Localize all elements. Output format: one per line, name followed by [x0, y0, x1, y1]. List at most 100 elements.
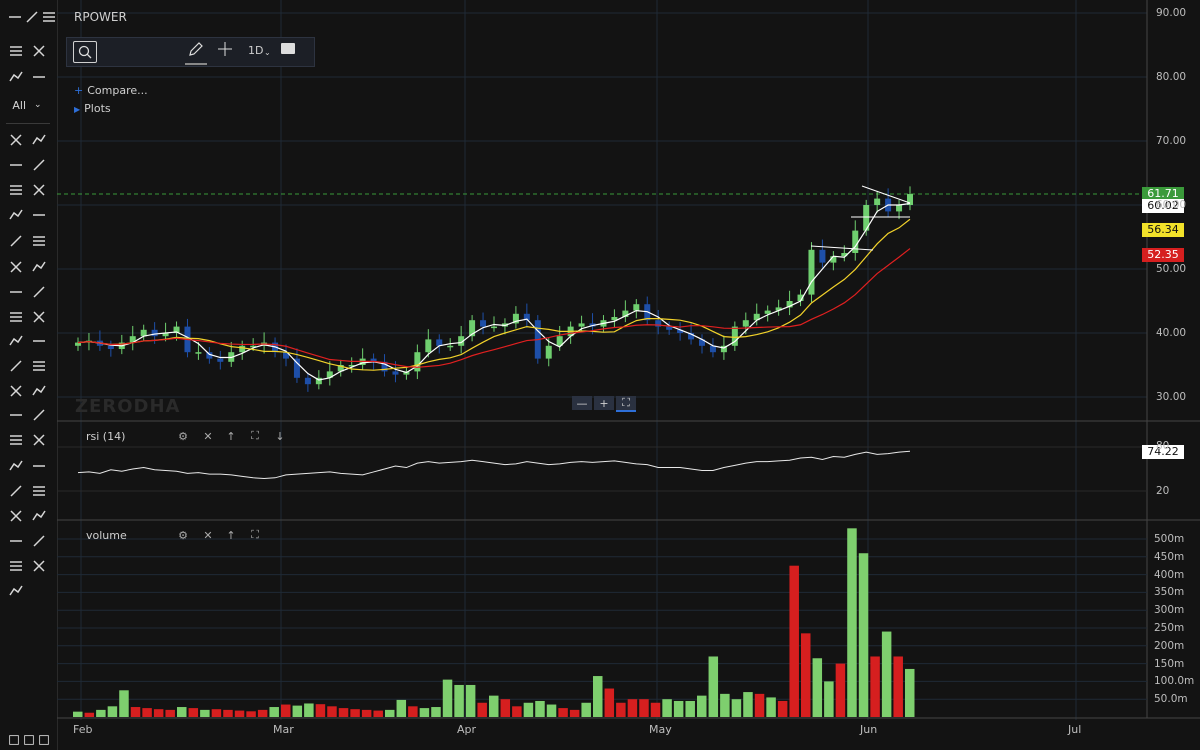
fullscreen-button[interactable]: ⛶ — [616, 396, 636, 412]
candle-body — [239, 345, 246, 353]
arrow-down-icon[interactable]: ↓ — [275, 429, 285, 443]
align-icon[interactable] — [7, 582, 25, 600]
cursor-icon[interactable] — [7, 42, 25, 60]
gear-icon[interactable]: ⚙ — [178, 429, 188, 443]
arrow-up-icon[interactable]: ↑ — [226, 429, 236, 443]
wave-icon[interactable] — [7, 206, 25, 224]
list-icon[interactable] — [281, 43, 295, 54]
crosshair-icon[interactable] — [217, 41, 233, 60]
x-tick-label: Feb — [73, 723, 93, 736]
reset-icon[interactable] — [37, 733, 51, 747]
vline-icon[interactable] — [30, 557, 48, 575]
ellipse-icon[interactable] — [30, 258, 48, 276]
expand-icon[interactable]: ⛶ — [251, 429, 259, 442]
angle-icon[interactable] — [30, 283, 48, 301]
ma-white-tag: 60.02 — [1142, 199, 1184, 213]
volume-bar — [824, 681, 834, 717]
volume-bar — [697, 695, 707, 717]
gann-icon[interactable] — [7, 332, 25, 350]
cross-icon[interactable] — [30, 206, 48, 224]
plus-icon[interactable] — [7, 232, 25, 250]
arrow-icon[interactable] — [30, 131, 48, 149]
pencil-icon[interactable] — [187, 40, 205, 61]
zigzag-icon[interactable] — [30, 357, 48, 375]
channel-icon[interactable] — [7, 181, 25, 199]
volume-bar — [789, 565, 799, 717]
ray-icon[interactable] — [7, 406, 25, 424]
comment-icon[interactable] — [30, 156, 48, 174]
x-tick-label: Mar — [273, 723, 294, 736]
volume-bar — [442, 679, 453, 717]
zoom-in-button[interactable]: + — [594, 396, 614, 410]
volume-bar — [107, 706, 118, 717]
close-icon[interactable]: ✕ — [203, 528, 213, 542]
x-tick-label: Apr — [457, 723, 477, 736]
parallel-icon[interactable] — [7, 431, 25, 449]
ruler-icon[interactable] — [30, 42, 48, 60]
volume-bar — [627, 699, 638, 717]
projection-icon[interactable] — [7, 482, 25, 500]
barcode-icon[interactable] — [7, 532, 25, 550]
volume-bar — [165, 709, 175, 717]
volume-bar — [754, 693, 765, 717]
candle-body — [140, 329, 147, 337]
fib-arc-icon[interactable] — [7, 283, 25, 301]
volume-bar — [350, 709, 360, 717]
magnet-icon[interactable] — [7, 733, 21, 747]
volume-bar — [650, 702, 661, 717]
scissors-icon[interactable] — [30, 406, 48, 424]
volume-bar — [188, 708, 199, 717]
close-icon[interactable]: ✕ — [203, 429, 213, 443]
undo-icon[interactable] — [7, 68, 25, 86]
candle-body — [425, 339, 432, 353]
candle-body — [666, 326, 673, 330]
chevron-down-icon[interactable]: ⌄ — [264, 48, 271, 57]
pitchfork-icon[interactable] — [7, 357, 25, 375]
fib-fan-icon[interactable] — [7, 308, 25, 326]
arrow-up-icon[interactable]: ↑ — [226, 528, 236, 542]
interval-selector[interactable]: 1D — [248, 44, 264, 57]
volume-bar — [893, 656, 903, 717]
zoom-out-button[interactable]: — — [572, 396, 592, 410]
timecycle-icon[interactable] — [7, 557, 25, 575]
extended-icon[interactable] — [30, 431, 48, 449]
text-icon[interactable] — [7, 131, 25, 149]
calendar-icon[interactable] — [30, 532, 48, 550]
candle-body — [731, 326, 738, 346]
popout-icon[interactable] — [40, 8, 58, 26]
candle-body — [206, 352, 213, 359]
trend-icon[interactable] — [7, 258, 25, 276]
speed-icon[interactable] — [30, 482, 48, 500]
fib-levels-icon[interactable] — [30, 308, 48, 326]
search-icon[interactable] — [73, 41, 97, 63]
plots-link[interactable]: ▶ Plots — [74, 102, 111, 115]
volume-bar — [616, 702, 626, 717]
x-tick-label: Jul — [1068, 723, 1082, 736]
expand-icon[interactable]: ⛶ — [251, 528, 259, 541]
chart-canvas[interactable] — [57, 0, 1200, 750]
volume-bar — [766, 697, 776, 717]
filter-dropdown[interactable]: All ⌄ — [7, 96, 47, 114]
layout-icon[interactable] — [6, 8, 24, 26]
brush-icon[interactable] — [7, 507, 25, 525]
measure-icon[interactable] — [7, 156, 25, 174]
volume-bar — [396, 699, 407, 717]
bowtie-icon[interactable] — [30, 332, 48, 350]
volume-bar — [454, 684, 464, 717]
rsi-line — [77, 450, 911, 480]
line-icon[interactable] — [30, 382, 48, 400]
heart-icon[interactable] — [7, 382, 25, 400]
candle-body — [337, 365, 344, 372]
volume-bar — [593, 676, 603, 717]
volume-bar — [743, 692, 753, 717]
rectangle-icon[interactable] — [7, 457, 25, 475]
grid-icon[interactable] — [23, 8, 41, 26]
star-icon[interactable] — [30, 507, 48, 525]
trash-icon[interactable] — [22, 733, 36, 747]
signature-icon[interactable] — [30, 232, 48, 250]
check-icon[interactable] — [30, 181, 48, 199]
range-icon[interactable] — [30, 457, 48, 475]
redo-icon[interactable] — [30, 68, 48, 86]
compare-link[interactable]: + Compare... — [74, 84, 148, 97]
gear-icon[interactable]: ⚙ — [178, 528, 188, 542]
